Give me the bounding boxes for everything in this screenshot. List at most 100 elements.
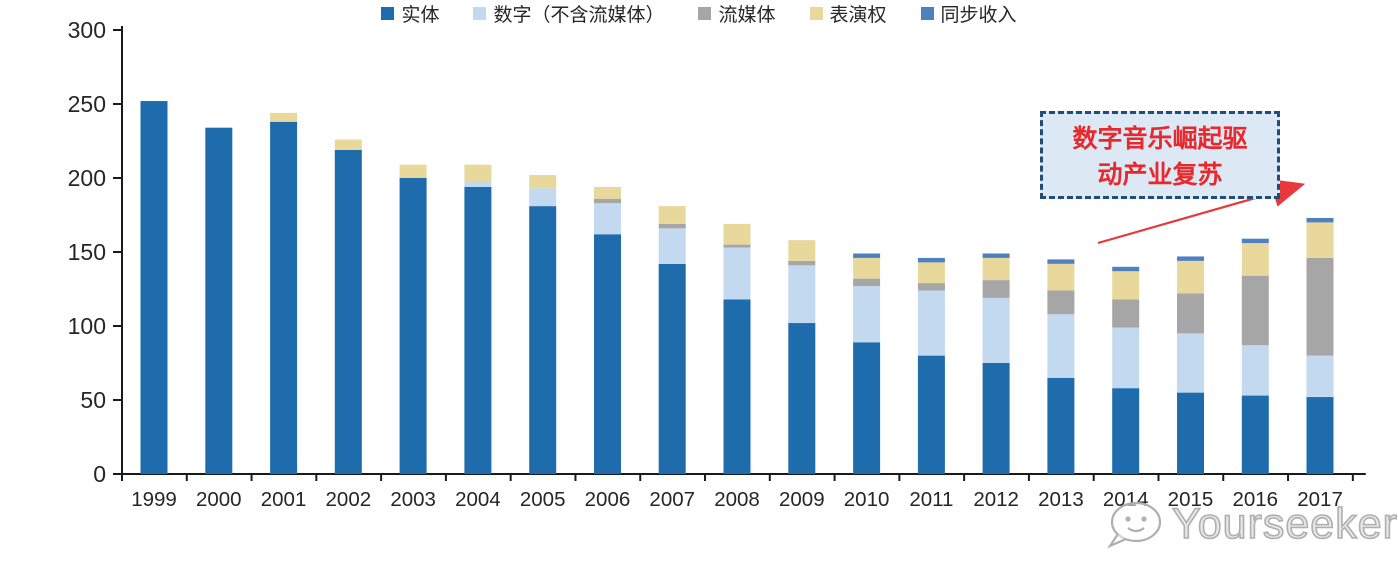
x-tick-label: 2008 [714, 488, 760, 511]
bar-segment-2008-s1 [723, 247, 751, 300]
x-tick-label: 2010 [844, 488, 890, 511]
bar-segment-2014-s2 [1112, 299, 1140, 328]
y-tick-label: 100 [68, 313, 106, 339]
legend-label: 实体 [401, 5, 440, 26]
bar-segment-2001-s3 [270, 112, 298, 122]
bar-segment-2007-s2 [658, 223, 686, 229]
bar-segment-2011-s3 [917, 262, 945, 284]
bar-segment-2015-s3 [1177, 260, 1204, 294]
y-tick-label: 300 [68, 17, 106, 43]
bar-segment-2010-s4 [853, 253, 881, 258]
bar-segment-2009-s1 [788, 265, 816, 324]
x-tick-label: 2012 [973, 488, 1019, 511]
bar-segment-2006-s2 [594, 198, 621, 204]
bar-segment-2013-s1 [1047, 314, 1075, 378]
bar-segment-2005-s1 [529, 188, 557, 207]
legend-label: 表演权 [829, 5, 887, 26]
annotation-line-1: 数字音乐崛起驱 [1072, 125, 1248, 153]
bar-segment-2010-s0 [853, 342, 881, 474]
bar-segment-2013-s0 [1047, 377, 1075, 474]
bar-segment-2014-s0 [1112, 388, 1140, 474]
legend-swatch-icon [698, 7, 712, 20]
bar-segment-2008-s3 [723, 223, 751, 245]
y-tick-label: 50 [80, 387, 106, 413]
x-tick-label: 2015 [1168, 488, 1214, 511]
bar-segment-2003-s3 [399, 164, 427, 178]
x-tick-label: 2011 [909, 488, 953, 511]
legend-item-4: 同步收入 [920, 0, 1017, 27]
legend-label: 同步收入 [940, 5, 1017, 26]
bar-segment-2016-s4 [1241, 238, 1269, 244]
x-tick-label: 2005 [520, 488, 566, 511]
x-tick-label: 2001 [261, 488, 307, 511]
legend-item-2: 流媒体 [698, 0, 776, 27]
bar-segment-2001-s0 [270, 121, 298, 474]
bar-segment-2005-s3 [529, 175, 557, 189]
bar-segment-2003-s0 [399, 178, 427, 474]
annotation-line-2: 动产业复苏 [1097, 160, 1223, 189]
bar-segment-2015-s2 [1177, 293, 1204, 334]
bar-segment-2007-s1 [658, 228, 686, 264]
bar-segment-2012-s1 [982, 297, 1010, 363]
bar-segment-2012-s4 [982, 253, 1010, 258]
bar-segment-2013-s2 [1047, 290, 1075, 315]
bar-segment-2007-s3 [658, 206, 686, 224]
bar-segment-2002-s0 [334, 149, 362, 474]
bar-segment-2006-s1 [594, 203, 621, 235]
bar-segment-2006-s3 [594, 186, 621, 199]
bar-segment-2016-s3 [1241, 243, 1269, 276]
bar-segment-2011-s4 [917, 257, 945, 263]
bar-segment-2008-s0 [723, 299, 751, 474]
watermark-text: Yourseeker [1171, 499, 1398, 549]
bar-segment-1999-s0 [140, 101, 168, 474]
x-tick-label: 1999 [131, 488, 177, 511]
bar-segment-2016-s0 [1241, 395, 1269, 474]
bar-segment-2015-s1 [1177, 333, 1204, 393]
x-tick-label: 2007 [649, 488, 695, 511]
bar-segment-2009-s2 [788, 260, 816, 266]
legend-swatch-icon [920, 7, 934, 20]
x-tick-label: 2017 [1297, 488, 1343, 511]
bar-segment-2004-s0 [464, 186, 492, 474]
bar-segment-2013-s3 [1047, 263, 1075, 291]
y-tick-label: 150 [68, 239, 106, 265]
legend-swatch-icon [381, 7, 395, 20]
legend-label: 流媒体 [718, 5, 776, 26]
bar-segment-2012-s2 [982, 280, 1010, 298]
yourseeker-logo-icon [1107, 501, 1162, 549]
axes: 0 50 100 150 200 250 300 1999 2000 2001 2002 2003 20… [68, 17, 1366, 511]
bar-segment-2011-s2 [917, 283, 945, 291]
bar-segment-2017-s4 [1306, 217, 1334, 223]
bar-segment-2009-s0 [788, 323, 816, 474]
y-tick-label: 200 [68, 165, 106, 191]
bar-segment-2015-s4 [1177, 256, 1204, 261]
bar-segment-2012-s3 [982, 257, 1010, 281]
chart-legend: 实体 数字（不含流媒体） 流媒体 表演权 同步收入 [0, 0, 1398, 27]
legend-label: 数字（不含流媒体） [493, 5, 665, 26]
legend-item-1: 数字（不含流媒体） [473, 0, 664, 27]
bar-segment-2005-s0 [529, 206, 557, 474]
x-tick-label: 2006 [585, 488, 631, 511]
legend-swatch-icon [473, 7, 487, 20]
bar-segment-2007-s0 [658, 263, 686, 474]
bar-segment-2010-s2 [853, 278, 881, 287]
bar-segment-2017-s0 [1306, 397, 1334, 474]
bar-segment-2006-s0 [594, 234, 621, 474]
bar-segment-2017-s3 [1306, 222, 1334, 258]
x-tick-label: 2003 [390, 488, 436, 511]
bars [140, 101, 1334, 475]
bar-segment-2015-s0 [1177, 392, 1204, 474]
bar-segment-2009-s3 [788, 240, 816, 261]
bar-segment-2008-s2 [723, 244, 751, 248]
bar-segment-2017-s1 [1306, 355, 1334, 398]
x-tick-label: 2002 [326, 488, 372, 511]
bar-segment-2016-s1 [1241, 345, 1269, 396]
bar-segment-2010-s3 [853, 257, 881, 279]
y-tick-label: 250 [68, 91, 106, 117]
x-tick-label: 2009 [779, 488, 825, 511]
watermark: Yourseeker [1102, 496, 1398, 552]
x-tick-label: 2013 [1038, 488, 1084, 511]
bar-segment-2010-s1 [853, 286, 881, 343]
